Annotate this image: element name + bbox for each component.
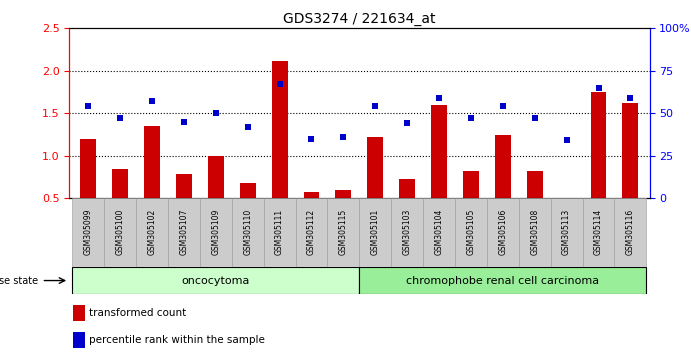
Bar [73, 198, 104, 267]
Bar [208, 156, 224, 241]
Point [498, 104, 509, 109]
Bar [368, 137, 384, 241]
Point [210, 110, 221, 116]
Point [178, 119, 189, 125]
Point [83, 104, 94, 109]
Text: GSM305101: GSM305101 [371, 209, 380, 255]
Point [401, 121, 413, 126]
Title: GDS3274 / 221634_at: GDS3274 / 221634_at [283, 12, 435, 26]
Point [370, 104, 381, 109]
Text: GSM305105: GSM305105 [466, 209, 475, 255]
Bar [272, 61, 287, 241]
Bar [176, 175, 192, 241]
Bar [495, 135, 511, 241]
Text: disease state: disease state [0, 275, 38, 286]
Bar [73, 332, 85, 348]
Bar [519, 198, 551, 267]
Bar [104, 198, 136, 267]
Bar [591, 92, 607, 241]
Bar [73, 267, 359, 294]
Bar [614, 198, 646, 267]
Text: GSM305108: GSM305108 [530, 209, 539, 255]
Text: GSM305106: GSM305106 [498, 209, 507, 255]
Bar [431, 105, 447, 241]
Text: GSM305103: GSM305103 [403, 209, 412, 255]
Point [274, 81, 285, 87]
Point [529, 115, 540, 121]
Point [306, 136, 317, 142]
Bar [335, 190, 351, 241]
Bar [136, 198, 168, 267]
Bar [359, 198, 391, 267]
Text: GSM305100: GSM305100 [115, 209, 124, 255]
Bar [359, 267, 646, 294]
Bar [112, 169, 128, 241]
Bar [296, 198, 328, 267]
Text: GSM305110: GSM305110 [243, 209, 252, 255]
Point [466, 115, 477, 121]
Text: GSM305111: GSM305111 [275, 209, 284, 255]
Bar [264, 198, 296, 267]
Bar [391, 198, 423, 267]
Text: GSM305099: GSM305099 [84, 209, 93, 255]
Text: GSM305109: GSM305109 [211, 209, 220, 255]
Point [115, 115, 126, 121]
Bar [80, 139, 96, 241]
Text: GSM305116: GSM305116 [626, 209, 635, 255]
Text: GSM305114: GSM305114 [594, 209, 603, 255]
Bar [623, 103, 638, 241]
Bar [423, 198, 455, 267]
Text: oncocytoma: oncocytoma [182, 275, 250, 286]
Bar [558, 236, 575, 241]
Bar [168, 198, 200, 267]
Point [561, 138, 572, 143]
Bar [527, 171, 542, 241]
Bar [463, 171, 479, 241]
Text: transformed count: transformed count [89, 308, 187, 318]
Bar [551, 198, 583, 267]
Bar [303, 192, 319, 241]
Bar [200, 198, 231, 267]
Bar [487, 198, 519, 267]
Text: GSM305112: GSM305112 [307, 209, 316, 255]
Text: GSM305115: GSM305115 [339, 209, 348, 255]
Text: chromophobe renal cell carcinoma: chromophobe renal cell carcinoma [406, 275, 599, 286]
Text: GSM305107: GSM305107 [180, 209, 189, 255]
Point [433, 95, 444, 101]
Point [593, 85, 604, 91]
Bar [73, 305, 85, 321]
Bar [231, 198, 264, 267]
Point [625, 95, 636, 101]
Point [242, 124, 253, 130]
Point [146, 98, 158, 104]
Text: GSM305102: GSM305102 [147, 209, 157, 255]
Text: GSM305104: GSM305104 [435, 209, 444, 255]
Bar [455, 198, 487, 267]
Bar [583, 198, 614, 267]
Point [338, 134, 349, 140]
Text: GSM305113: GSM305113 [562, 209, 571, 255]
Bar [328, 198, 359, 267]
Text: percentile rank within the sample: percentile rank within the sample [89, 335, 265, 346]
Bar [399, 179, 415, 241]
Bar [144, 126, 160, 241]
Bar [240, 183, 256, 241]
